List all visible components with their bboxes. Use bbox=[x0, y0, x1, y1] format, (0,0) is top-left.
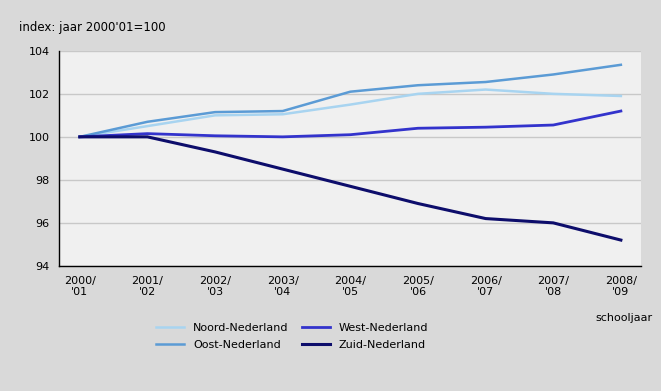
Line: Oost-Nederland: Oost-Nederland bbox=[80, 65, 621, 137]
West-Nederland bbox=[549, 123, 557, 127]
Text: index: jaar 2000'01=100: index: jaar 2000'01=100 bbox=[19, 21, 165, 34]
West-Nederland bbox=[414, 126, 422, 131]
Noord-Nederland bbox=[414, 91, 422, 96]
Oost-Nederland bbox=[549, 72, 557, 77]
Noord-Nederland bbox=[549, 91, 557, 96]
West-Nederland bbox=[482, 125, 490, 129]
Line: West-Nederland: West-Nederland bbox=[80, 111, 621, 137]
Legend: Noord-Nederland, Oost-Nederland, West-Nederland, Zuid-Nederland: Noord-Nederland, Oost-Nederland, West-Ne… bbox=[152, 319, 432, 355]
Noord-Nederland bbox=[617, 93, 625, 98]
Oost-Nederland bbox=[143, 119, 151, 124]
Oost-Nederland bbox=[414, 83, 422, 88]
Zuid-Nederland bbox=[279, 167, 287, 171]
Noord-Nederland bbox=[482, 87, 490, 92]
Noord-Nederland bbox=[346, 102, 354, 107]
Zuid-Nederland bbox=[482, 216, 490, 221]
West-Nederland bbox=[211, 133, 219, 138]
Oost-Nederland bbox=[346, 90, 354, 94]
Noord-Nederland bbox=[143, 124, 151, 129]
Oost-Nederland bbox=[211, 110, 219, 115]
West-Nederland bbox=[143, 131, 151, 136]
Noord-Nederland bbox=[76, 135, 84, 139]
Zuid-Nederland bbox=[76, 135, 84, 139]
Zuid-Nederland bbox=[617, 238, 625, 242]
Zuid-Nederland bbox=[414, 201, 422, 206]
West-Nederland bbox=[346, 132, 354, 137]
Text: schooljaar: schooljaar bbox=[596, 313, 653, 323]
Line: Zuid-Nederland: Zuid-Nederland bbox=[80, 137, 621, 240]
West-Nederland bbox=[279, 135, 287, 139]
Zuid-Nederland bbox=[549, 221, 557, 225]
West-Nederland bbox=[76, 135, 84, 139]
Noord-Nederland bbox=[211, 113, 219, 118]
Zuid-Nederland bbox=[211, 150, 219, 154]
Noord-Nederland bbox=[279, 112, 287, 117]
Oost-Nederland bbox=[76, 135, 84, 139]
Oost-Nederland bbox=[279, 109, 287, 113]
West-Nederland bbox=[617, 109, 625, 113]
Line: Noord-Nederland: Noord-Nederland bbox=[80, 90, 621, 137]
Oost-Nederland bbox=[617, 63, 625, 67]
Zuid-Nederland bbox=[346, 184, 354, 189]
Zuid-Nederland bbox=[143, 135, 151, 139]
Oost-Nederland bbox=[482, 80, 490, 84]
